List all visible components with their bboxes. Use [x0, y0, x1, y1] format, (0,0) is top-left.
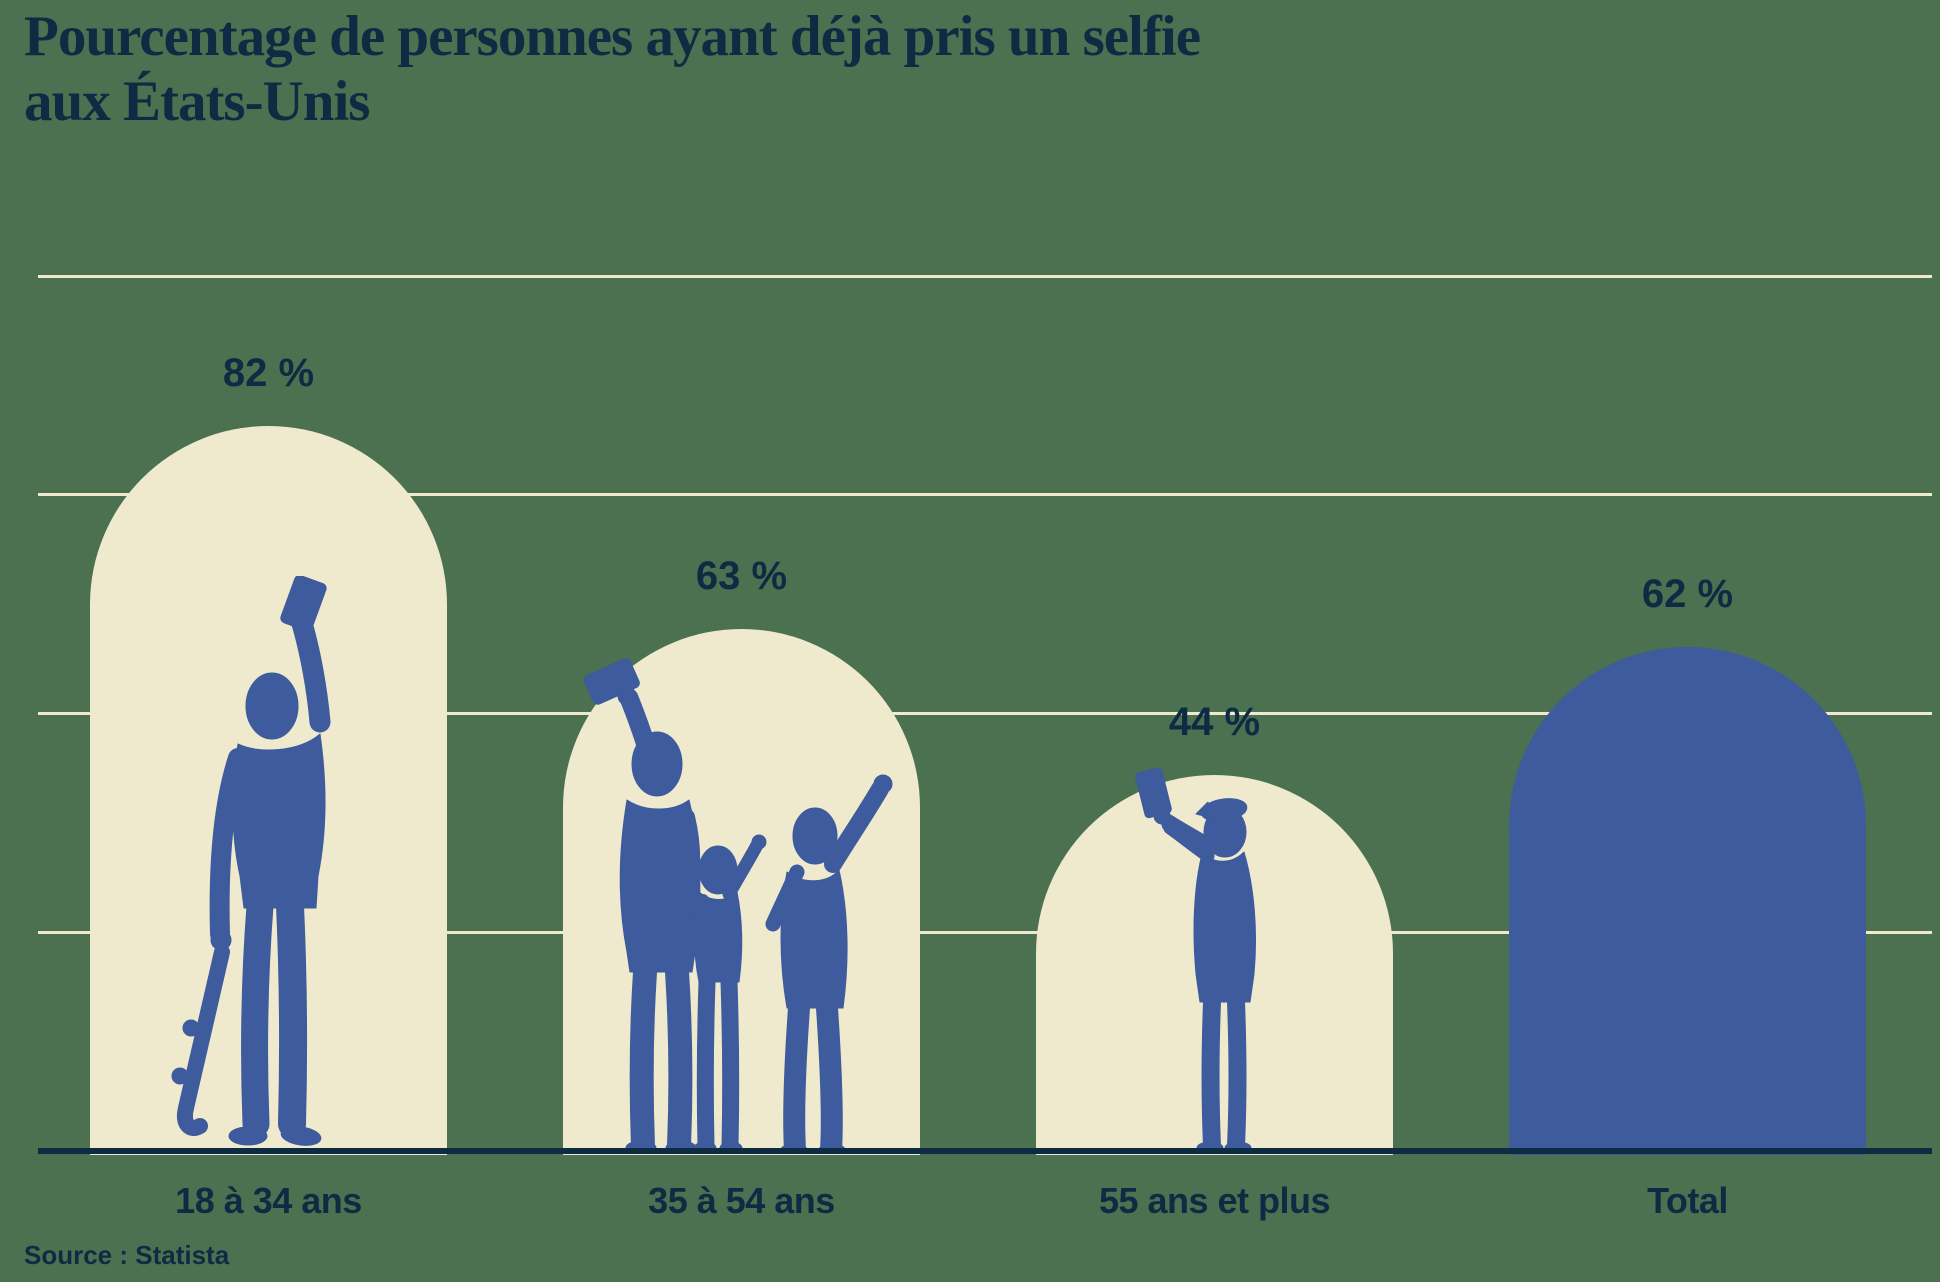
- selfie-senior-silhouette-icon: [1135, 767, 1257, 1152]
- page-title: Pourcentage de personnes ayant déjà pris…: [24, 4, 1201, 134]
- source-credit: Source : Statista: [24, 1240, 230, 1270]
- category-label-55-plus: 55 ans et plus: [1098, 1180, 1331, 1221]
- category-label-18-34: 18 à 34 ans: [175, 1180, 362, 1221]
- value-label-35-54: 63 %: [695, 554, 788, 598]
- category-label-35-54: 35 à 54 ans: [648, 1180, 835, 1221]
- gridline-75-percent: [38, 493, 1932, 497]
- value-label-55-plus: 44 %: [1168, 700, 1261, 744]
- value-label-total: 62 %: [1641, 572, 1734, 616]
- page-title-line-2: aux États-Unis: [24, 70, 370, 133]
- gridline-50-percent: [38, 712, 1932, 715]
- x-axis-line: [38, 1148, 1932, 1154]
- gridline-100-percent: [38, 274, 1932, 278]
- gridline-25-percent: [38, 930, 1932, 934]
- page-title-line-1: Pourcentage de personnes ayant déjà pris…: [24, 5, 1201, 68]
- selfie-skateboarder-silhouette-icon: [171, 576, 331, 1146]
- bar-total: [1509, 647, 1866, 1155]
- value-label-18-34: 82 %: [222, 351, 315, 395]
- category-label-total: Total: [1647, 1180, 1728, 1221]
- selfie-family-silhouette-icon: [583, 658, 893, 1152]
